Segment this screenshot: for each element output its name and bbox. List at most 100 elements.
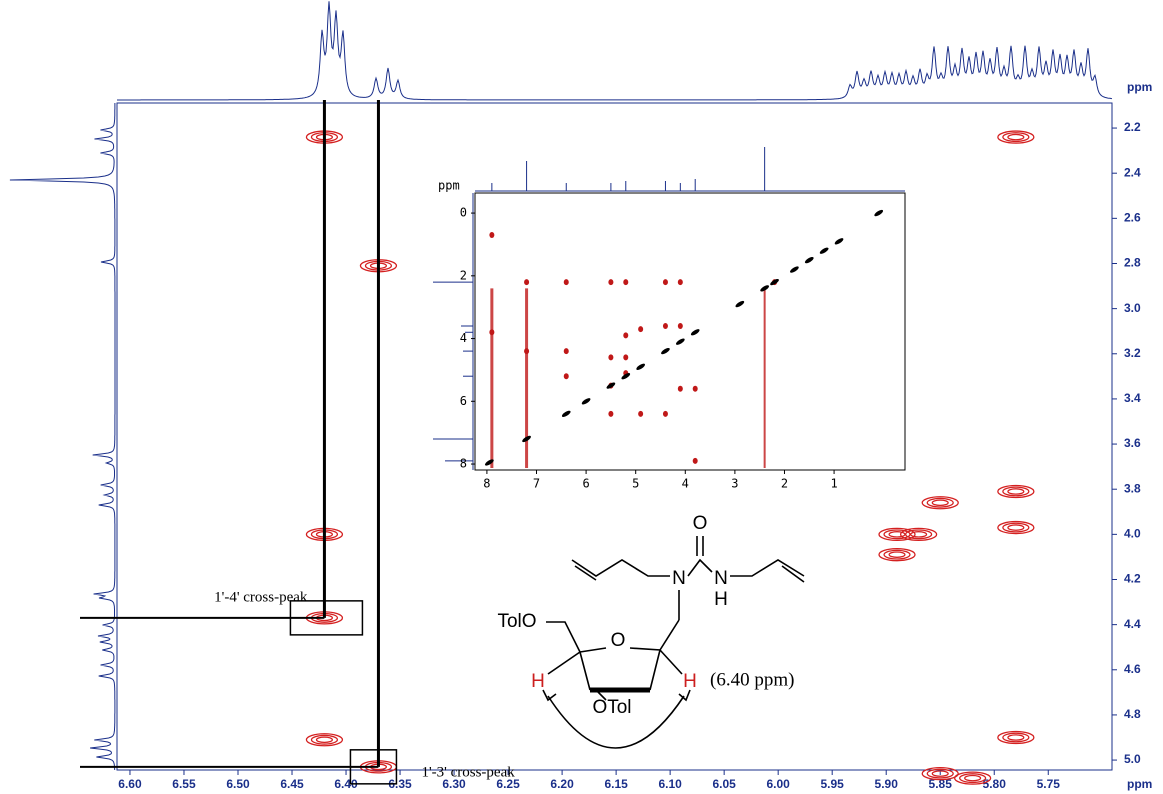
inset-y-tick-label: 8 xyxy=(460,457,467,471)
atom-label: O xyxy=(611,630,626,651)
inset-y-tick-label: 4 xyxy=(460,331,467,345)
cross-peak-contour xyxy=(310,734,339,745)
inset-x-tick-label: 3 xyxy=(731,477,738,491)
inset-cross-peak xyxy=(662,323,668,330)
x-tick-label: 6.40 xyxy=(334,777,358,791)
cross-peak xyxy=(899,527,938,541)
inset-x-tick-label: 1 xyxy=(830,477,837,491)
inset-y-tick-label: 2 xyxy=(460,268,467,282)
cross-peak-contour xyxy=(1007,488,1025,495)
plot-frame xyxy=(116,102,1113,771)
cross-peak xyxy=(921,766,959,781)
inset-x-tick-label: 2 xyxy=(781,477,788,491)
diagonal-peak xyxy=(581,398,591,405)
y-tick-label: 2.4 xyxy=(1124,165,1141,179)
atom-label: N xyxy=(714,568,728,589)
y-tick-label: 3.4 xyxy=(1124,391,1141,405)
cross-peak xyxy=(305,733,344,747)
cross-peak-contour xyxy=(905,529,933,540)
x-tick-label: 6.10 xyxy=(658,777,682,791)
y-tick-label: 2.6 xyxy=(1124,211,1141,225)
bond xyxy=(547,651,581,675)
diagonal-peak xyxy=(819,247,829,254)
y-tick-label: 3.6 xyxy=(1124,436,1141,450)
cross-peak-contour xyxy=(1002,486,1030,497)
x-tick-label: 6.45 xyxy=(280,777,304,791)
highlight-box xyxy=(349,749,398,785)
x-tick-label: 5.75 xyxy=(1037,777,1061,791)
x-tick-label: 6.15 xyxy=(604,777,628,791)
cross-peak-contour xyxy=(899,527,938,541)
bond xyxy=(730,559,805,577)
diagonal-peak xyxy=(606,382,616,389)
cross-peak-contour xyxy=(1002,732,1030,743)
diagonal-peak xyxy=(690,329,700,336)
inset-cross-peak xyxy=(608,279,614,286)
diagonal-peak xyxy=(661,347,670,355)
x-tick-label: 6.05 xyxy=(712,777,736,791)
diagonal-peak xyxy=(636,363,646,370)
bond xyxy=(659,619,680,651)
cross-peak-contour xyxy=(1007,734,1025,741)
bond xyxy=(579,647,607,691)
y-tick-label: 5.0 xyxy=(1124,752,1141,766)
atom-label: TolO xyxy=(497,611,536,632)
noe-arrow xyxy=(547,695,685,749)
inset-cross-peak xyxy=(524,279,530,286)
inset-x-tick-label: 8 xyxy=(483,477,490,491)
projection-top xyxy=(117,1,1113,101)
x-axis-label: ppm xyxy=(1127,777,1152,791)
cross-peak-contour xyxy=(964,774,982,782)
projection-left xyxy=(9,103,116,771)
highlight-box xyxy=(289,600,364,636)
y-tick-label: 2.8 xyxy=(1124,256,1141,270)
atom-label: H xyxy=(714,589,728,610)
diagonal-peak xyxy=(735,300,745,308)
inset-cross-peak xyxy=(623,332,629,339)
cross-peak-contour xyxy=(1007,524,1025,531)
structure xyxy=(542,536,805,749)
cross-peak-contour xyxy=(997,484,1035,499)
annotation: 1'-3' cross-peak xyxy=(421,764,515,780)
y-tick-label: 2.2 xyxy=(1124,120,1141,134)
shift-note: (6.40 ppm) xyxy=(710,669,794,690)
cross-peak xyxy=(953,771,992,785)
cross-peak-contour xyxy=(910,531,928,538)
cross-peak-contour xyxy=(921,496,959,510)
x-tick-label: 6.20 xyxy=(550,777,574,791)
inset-x-tick-label: 6 xyxy=(582,477,589,491)
y-tick-label: 4.0 xyxy=(1124,527,1141,541)
cross-peak-contour xyxy=(883,529,911,540)
inset-cross-peak xyxy=(692,385,698,392)
inset-frame xyxy=(474,192,906,471)
inset-cross-peak xyxy=(662,410,668,417)
inset-cross-peak xyxy=(489,329,495,336)
diagonal-peak xyxy=(760,285,770,292)
cross-peak-contour xyxy=(878,527,916,541)
cross-peak-contour xyxy=(997,130,1035,144)
x-tick-label: 6.25 xyxy=(496,777,520,791)
cross-peak-contour xyxy=(1002,132,1030,143)
cross-peak xyxy=(997,730,1035,745)
y-tick-label: 4.6 xyxy=(1124,662,1141,676)
cross-peak xyxy=(997,130,1035,144)
cross-peak-contour xyxy=(953,771,992,785)
cross-peak-contour xyxy=(883,549,911,560)
x-tick-label: 5.85 xyxy=(929,777,953,791)
diagonal-peak xyxy=(522,435,531,443)
x-tick-label: 6.00 xyxy=(766,777,790,791)
x-tick-label: 5.95 xyxy=(821,777,845,791)
bond xyxy=(595,689,607,701)
cross-peak-contour xyxy=(1007,133,1025,141)
inset-cross-peak xyxy=(563,373,569,380)
cross-peak-contour xyxy=(931,499,949,507)
inset-cross-peak xyxy=(608,354,614,361)
y-tick-label: 4.8 xyxy=(1124,707,1141,721)
atom-label: OTol xyxy=(592,697,631,718)
diagonal-peak xyxy=(790,266,799,273)
inset-x-tick-label: 7 xyxy=(533,477,540,491)
diagonal-peak xyxy=(675,338,685,345)
bond xyxy=(546,621,581,653)
cross-peak-contour xyxy=(931,770,949,777)
